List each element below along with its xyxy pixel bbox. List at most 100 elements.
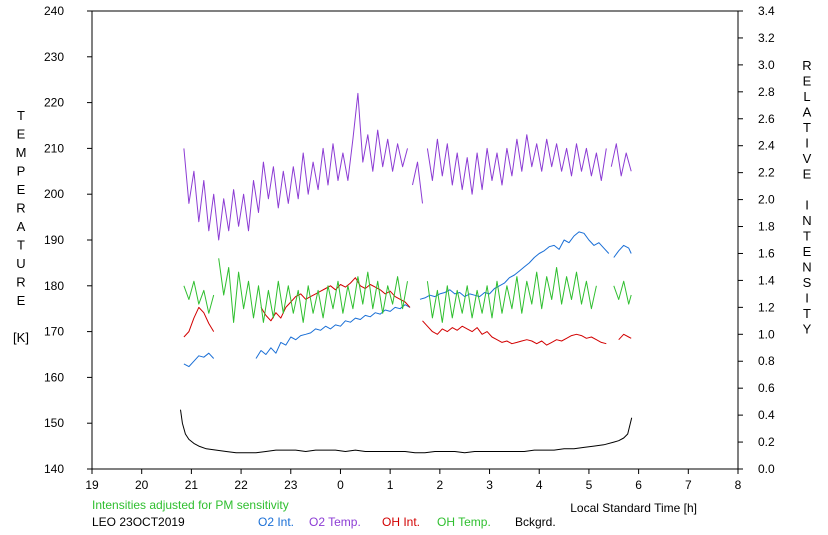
series-oh-temp-line bbox=[613, 280, 632, 305]
x-tick-label: 0 bbox=[337, 478, 344, 492]
series-oh-int-line bbox=[422, 320, 607, 346]
y-left-tick-label: 170 bbox=[44, 325, 64, 339]
y-right-label-char: S bbox=[803, 275, 812, 290]
y-right-tick-label: 1.4 bbox=[758, 273, 775, 287]
legend: O2 Int. O2 Temp. OH Int. OH Temp. Bckgrd. bbox=[258, 515, 556, 529]
x-tick-label: 3 bbox=[486, 478, 493, 492]
y-right-label-char: I bbox=[805, 136, 809, 151]
y-right-label-char: E bbox=[803, 167, 812, 182]
plot-frame bbox=[91, 10, 739, 470]
sensitivity-note: Intensities adjusted for PM sensitivity bbox=[92, 498, 289, 512]
legend-o2-int: O2 Int. bbox=[258, 515, 294, 529]
x-tick-label: 19 bbox=[85, 478, 99, 492]
x-tick-label: 4 bbox=[536, 478, 543, 492]
series-bckgrd-line bbox=[180, 409, 633, 454]
y-right-tick-label: 0.8 bbox=[758, 354, 775, 368]
legend-oh-temp: OH Temp. bbox=[437, 515, 491, 529]
series-oh-temp-line bbox=[218, 258, 408, 323]
x-tick-label: 22 bbox=[234, 478, 248, 492]
series-o2-temp-line bbox=[183, 92, 408, 241]
y-right-tick-label: 1.8 bbox=[758, 220, 775, 234]
series-o2-int-line bbox=[419, 231, 610, 300]
series-o2-int-line bbox=[255, 304, 411, 359]
y-right-label-char: V bbox=[803, 151, 812, 166]
series-oh-temp-line bbox=[426, 267, 597, 323]
y-left-tick-label: 140 bbox=[44, 462, 64, 476]
y-right-label-char: T bbox=[803, 229, 811, 244]
y-right-tick-label: 2.8 bbox=[758, 85, 775, 99]
series-oh-temp-line bbox=[183, 280, 215, 314]
x-tick-label: 8 bbox=[735, 478, 742, 492]
y-left-label-char: T bbox=[17, 238, 25, 253]
series-oh-int-line bbox=[618, 333, 632, 341]
y-left-label-char: E bbox=[17, 182, 26, 197]
x-tick-label: 23 bbox=[284, 478, 298, 492]
y-left-tick-label: 240 bbox=[44, 4, 64, 18]
y-right-label-char: N bbox=[802, 213, 811, 228]
x-tick-label: 1 bbox=[387, 478, 394, 492]
y-left-tick-label: 150 bbox=[44, 416, 64, 430]
x-axis: 19 20 21 22 23 0 1 2 3 4 5 6 7 8 bbox=[85, 469, 742, 492]
x-tick-label: 2 bbox=[437, 478, 444, 492]
y-right-label-char: I bbox=[805, 291, 809, 306]
y-left-tick-label: 160 bbox=[44, 370, 64, 384]
y-right-tick-label: 2.2 bbox=[758, 166, 775, 180]
y-right-label-char: A bbox=[803, 105, 812, 120]
y-left-tick-label: 230 bbox=[44, 50, 64, 64]
x-tick-label: 21 bbox=[185, 478, 199, 492]
series-o2-temp-line bbox=[610, 143, 632, 177]
y-right-tick-label: 0.0 bbox=[758, 462, 775, 476]
x-tick-label: 6 bbox=[635, 478, 642, 492]
legend-oh-int: OH Int. bbox=[382, 515, 420, 529]
legend-bckgrd: Bckgrd. bbox=[515, 515, 556, 529]
series-oh-int-line bbox=[260, 277, 411, 322]
y-left-label-char: P bbox=[17, 164, 26, 179]
y-right-tick-label: 3.4 bbox=[758, 4, 775, 18]
y-right-label-char: T bbox=[803, 120, 811, 135]
series-o2-int-line bbox=[183, 352, 215, 368]
x-axis-label: Local Standard Time [h] bbox=[570, 501, 697, 515]
y-right-tick-label: 2.4 bbox=[758, 139, 775, 153]
y-left-label-char: U bbox=[16, 256, 25, 271]
y-right-tick-label: 1.6 bbox=[758, 246, 775, 260]
y-left-tick-label: 180 bbox=[44, 279, 64, 293]
y-right-tick-label: 2.0 bbox=[758, 193, 775, 207]
series-layer bbox=[180, 92, 633, 454]
y-right-label-char: E bbox=[803, 244, 812, 259]
series-o2-temp-line bbox=[426, 134, 607, 195]
y-right-tick-label: 3.0 bbox=[758, 58, 775, 72]
y-right-tick-label: 0.6 bbox=[758, 381, 775, 395]
station-label: LEO 23OCT2019 bbox=[92, 515, 185, 529]
y-left-tick-label: 190 bbox=[44, 233, 64, 247]
series-o2-temp-line bbox=[412, 161, 423, 204]
x-tick-label: 7 bbox=[685, 478, 692, 492]
legend-o2-temp: O2 Temp. bbox=[309, 515, 361, 529]
y-right-tick-label: 1.2 bbox=[758, 300, 775, 314]
y-left-tick-label: 200 bbox=[44, 187, 64, 201]
y-right-label-char: I bbox=[805, 198, 809, 213]
y-right-label-char: Y bbox=[803, 322, 812, 337]
series-o2-int-line bbox=[613, 244, 632, 258]
x-tick-label: 5 bbox=[586, 478, 593, 492]
y-right-tick-label: 3.2 bbox=[758, 31, 775, 45]
y-right-tick-label: 0.2 bbox=[758, 435, 775, 449]
y-axis-left: 140 150 160 170 180 190 200 210 220 230 240 bbox=[44, 4, 92, 476]
series-oh-int-line bbox=[183, 306, 215, 338]
y-right-label-char: R bbox=[802, 58, 811, 73]
y-left-label-char: R bbox=[16, 201, 25, 216]
y-right-tick-label: 0.4 bbox=[758, 408, 775, 422]
y-left-label-char: M bbox=[16, 145, 27, 160]
y-left-label-char: T bbox=[17, 108, 25, 123]
y-right-tick-label: 2.6 bbox=[758, 112, 775, 126]
x-tick-label: 20 bbox=[135, 478, 149, 492]
y-right-label-char: E bbox=[803, 74, 812, 89]
y-right-label-char: N bbox=[802, 260, 811, 275]
y-left-label-char: R bbox=[16, 275, 25, 290]
y-left-label-char: E bbox=[17, 293, 26, 308]
y-left-tick-label: 210 bbox=[44, 141, 64, 155]
y-left-label-char: E bbox=[17, 127, 26, 142]
y-left-label-char: [K] bbox=[13, 330, 29, 345]
y-left-tick-label: 220 bbox=[44, 96, 64, 110]
